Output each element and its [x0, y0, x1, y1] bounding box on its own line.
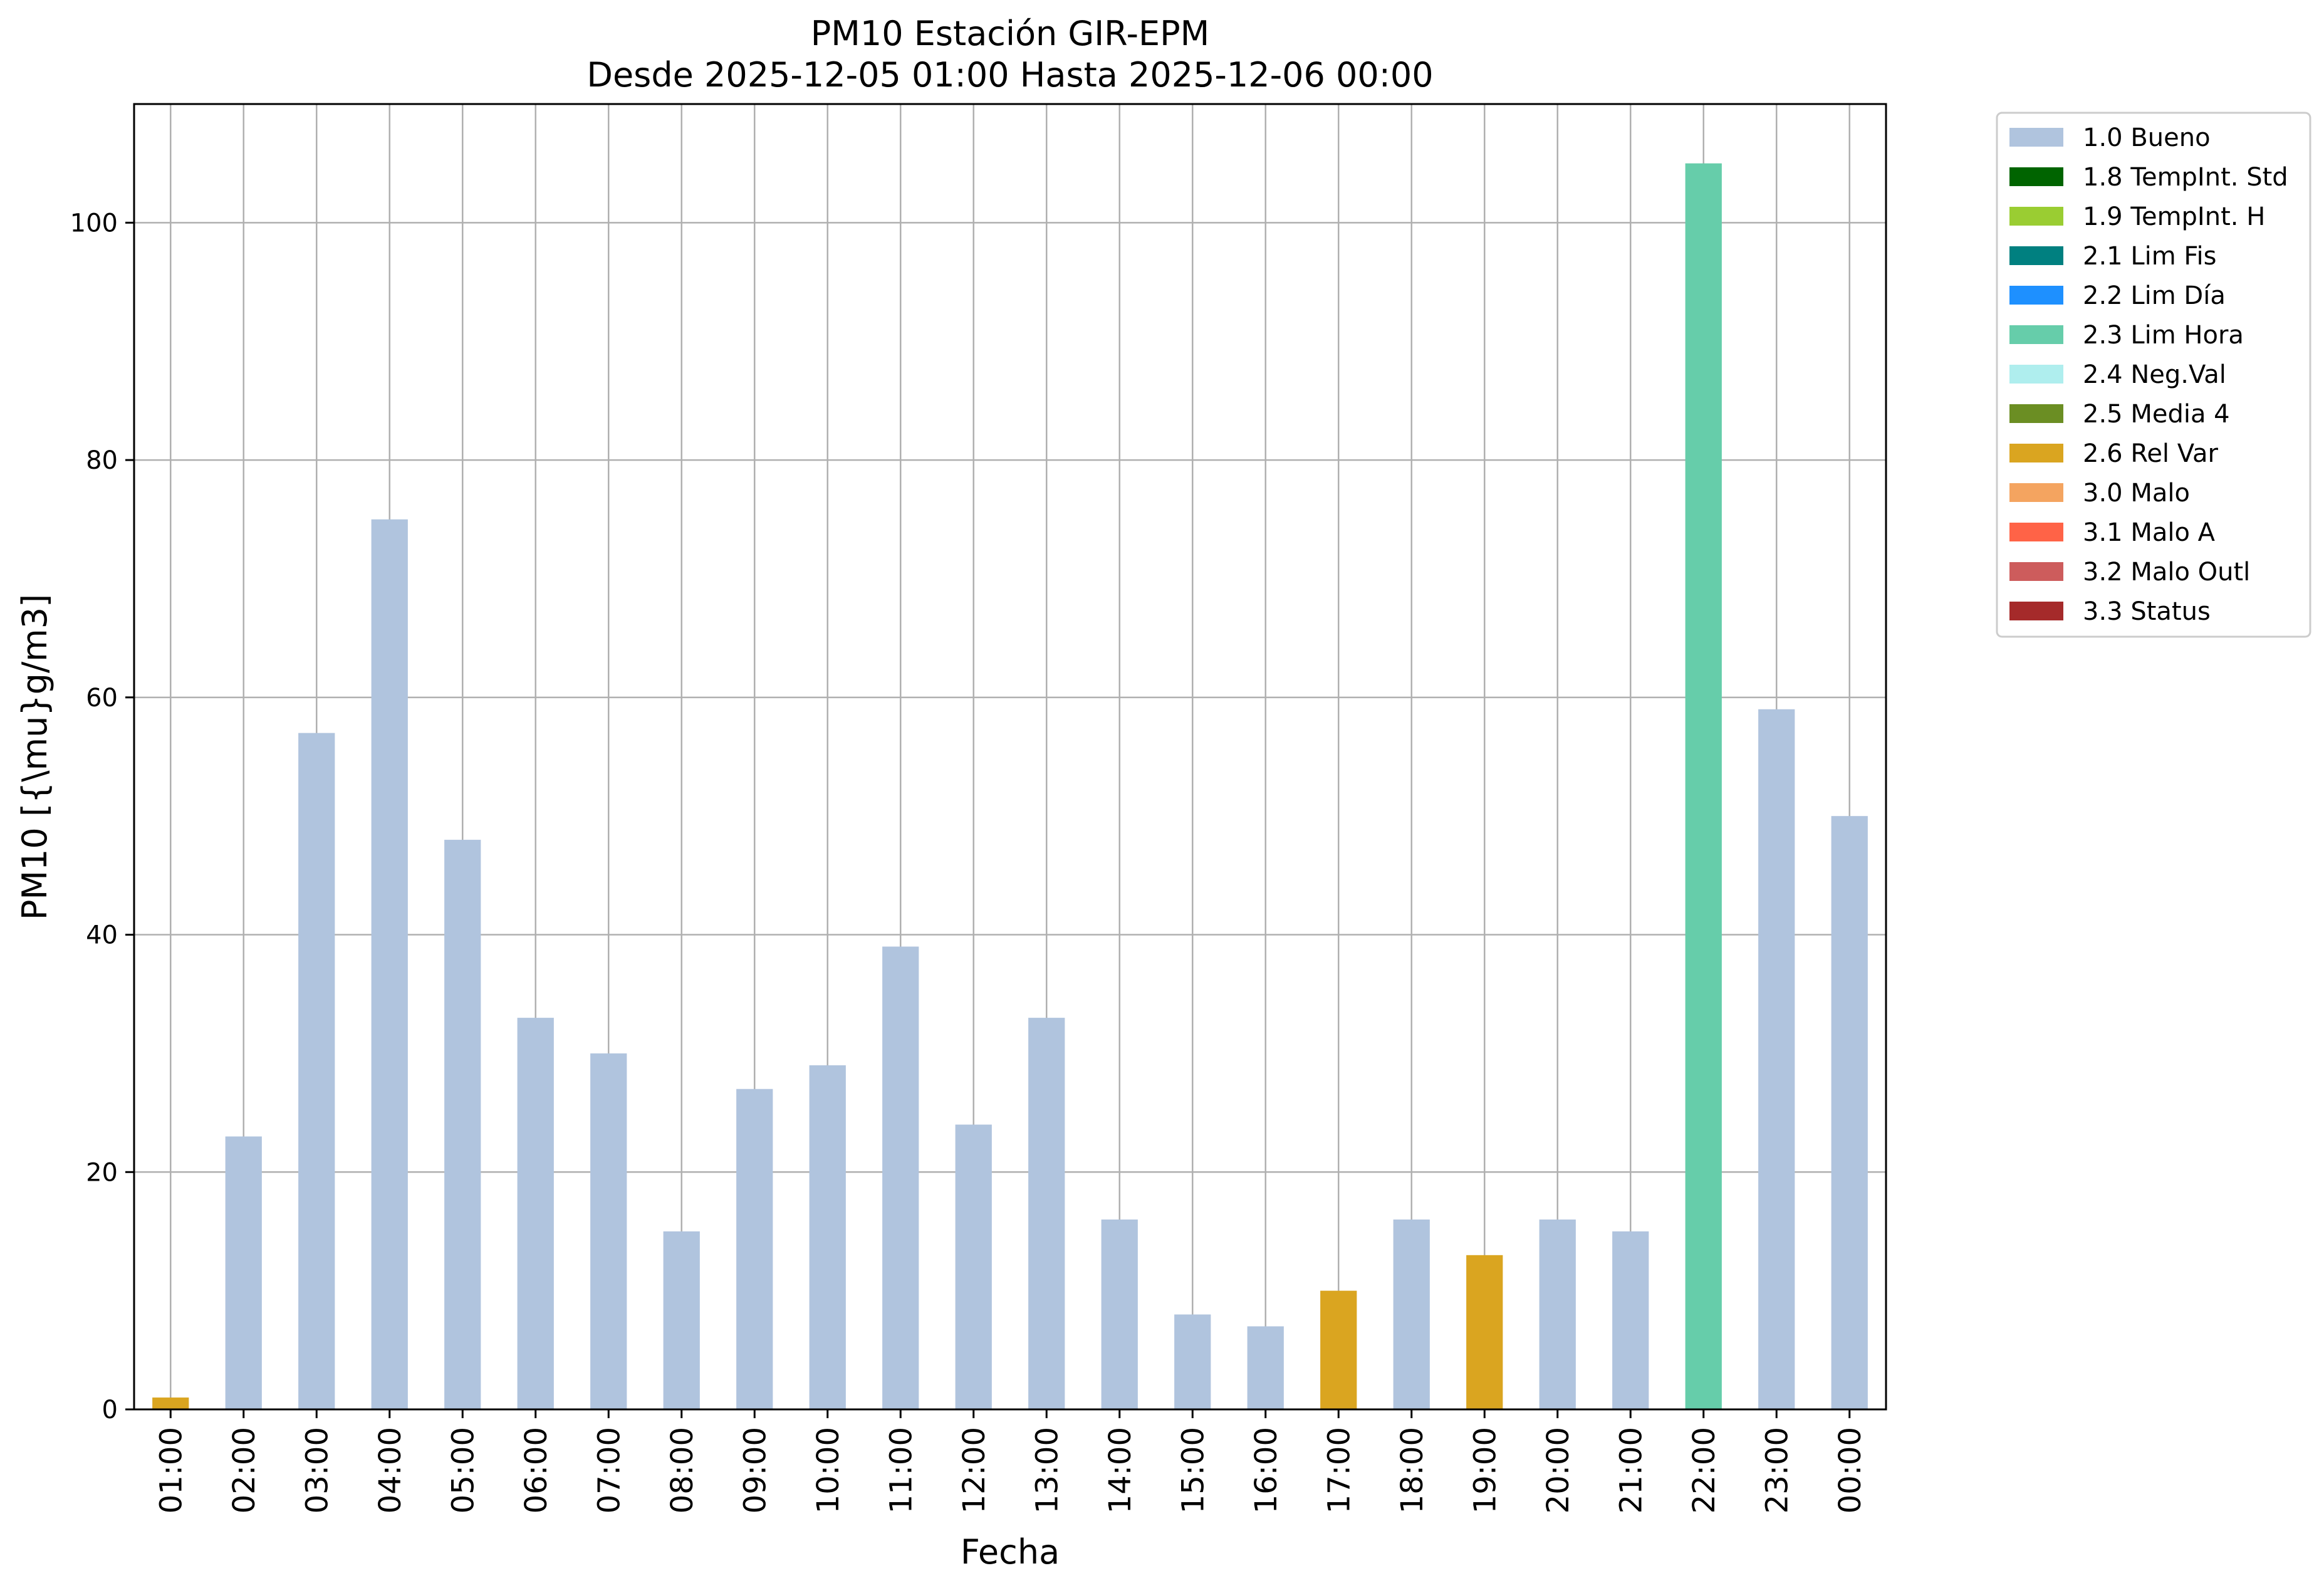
bars: [152, 163, 1868, 1409]
bar-2100: [1612, 1231, 1649, 1409]
legend-entry-label: 1.8 TempInt. Std: [2083, 163, 2288, 192]
bar-0500: [444, 840, 481, 1409]
x-axis: 01:00 02:00 03:00 04:00 05:00 06:00 07:00 08:00…: [154, 1409, 1868, 1513]
legend: 1.0 Bueno 1.8 TempInt. Std 1.9 TempInt. H 2…: [1996, 112, 2311, 638]
legend-swatch: [2009, 207, 2063, 226]
chart-subtitle: Desde 2025-12-05 01:00 Hasta 2025-12-06 …: [586, 55, 1433, 95]
legend-frame: [1996, 112, 2311, 638]
bar-0400: [371, 519, 408, 1409]
bar-1500: [1174, 1314, 1211, 1409]
bar-1800: [1393, 1220, 1430, 1409]
bar-2000: [1539, 1220, 1576, 1409]
bar-0800: [663, 1231, 700, 1409]
y-tick-label: 0: [102, 1396, 118, 1424]
legend-swatch: [2009, 523, 2063, 541]
legend-swatch: [2009, 483, 2063, 502]
x-tick-label: 00:00: [1833, 1427, 1868, 1513]
legend-entry-label: 2.5 Media 4: [2083, 400, 2230, 429]
legend-swatch: [2009, 365, 2063, 384]
legend-entry-label: 3.1 Malo A: [2083, 518, 2216, 547]
x-tick-label: 02:00: [227, 1427, 262, 1513]
x-tick-label: 01:00: [154, 1427, 189, 1513]
bar-1100: [882, 946, 919, 1409]
legend-entry-label: 1.9 TempInt. H: [2083, 202, 2265, 231]
x-tick-label: 09:00: [737, 1427, 773, 1513]
x-tick-label: 22:00: [1687, 1427, 1722, 1513]
legend-swatch: [2009, 286, 2063, 305]
bar-0900: [736, 1089, 773, 1409]
y-tick-label: 60: [86, 684, 118, 713]
bar-0200: [225, 1136, 262, 1409]
bar-1400: [1101, 1220, 1138, 1409]
bar-0600: [517, 1018, 554, 1409]
x-tick-label: 20:00: [1541, 1427, 1576, 1513]
legend-swatch: [2009, 325, 2063, 344]
bar-0700: [590, 1053, 627, 1409]
x-tick-label: 16:00: [1249, 1427, 1284, 1513]
legend-swatch: [2009, 167, 2063, 186]
bar-0000: [1831, 816, 1868, 1409]
y-axis-label: PM10 [{\mu}g/m3]: [15, 594, 55, 920]
legend-entry-label: 3.0 Malo: [2083, 479, 2190, 508]
legend-entry-label: 2.2 Lim Día: [2083, 281, 2226, 310]
bar-1700: [1320, 1290, 1357, 1409]
x-tick-label: 23:00: [1759, 1427, 1795, 1513]
x-tick-label: 07:00: [591, 1427, 627, 1513]
x-axis-label: Fecha: [961, 1532, 1060, 1572]
legend-swatch: [2009, 444, 2063, 462]
x-tick-label: 18:00: [1395, 1427, 1430, 1513]
legend-entry-label: 3.2 Malo Outl: [2083, 558, 2250, 587]
x-tick-label: 14:00: [1103, 1427, 1138, 1513]
bar-0300: [298, 733, 335, 1409]
legend-swatch: [2009, 404, 2063, 423]
bar-2300: [1758, 709, 1795, 1409]
legend-swatch: [2009, 562, 2063, 581]
x-tick-label: 03:00: [300, 1427, 335, 1513]
y-axis: 0 20 40 60 80 100: [70, 209, 134, 1424]
x-tick-label: 05:00: [446, 1427, 481, 1513]
x-tick-label: 15:00: [1175, 1427, 1211, 1513]
legend-swatch: [2009, 246, 2063, 265]
legend-entry-label: 2.4 Neg.Val: [2083, 360, 2226, 389]
bar-1300: [1028, 1018, 1065, 1409]
x-tick-label: 06:00: [519, 1427, 554, 1513]
y-tick-label: 20: [86, 1158, 118, 1187]
bar-1600: [1247, 1326, 1284, 1409]
x-tick-label: 04:00: [373, 1427, 408, 1513]
x-tick-label: 13:00: [1029, 1427, 1065, 1513]
x-tick-label: 11:00: [883, 1427, 919, 1513]
legend-entry-label: 2.6 Rel Var: [2083, 439, 2219, 468]
plot-frame: [133, 103, 1887, 1411]
x-tick-label: 10:00: [811, 1427, 846, 1513]
bar-1200: [955, 1124, 992, 1409]
legend-entry-label: 2.3 Lim Hora: [2083, 321, 2244, 350]
legend-swatch: [2009, 128, 2063, 147]
legend-entry-label: 3.3 Status: [2083, 597, 2211, 626]
legend-swatch: [2009, 602, 2063, 620]
legend-entry-label: 1.0 Bueno: [2083, 123, 2211, 152]
chart-title: PM10 Estación GIR-EPM: [811, 14, 1210, 53]
bar-1900: [1466, 1255, 1503, 1409]
x-tick-label: 21:00: [1613, 1427, 1649, 1513]
x-tick-label: 12:00: [957, 1427, 992, 1513]
x-tick-label: 17:00: [1321, 1427, 1357, 1513]
bar-1000: [809, 1065, 846, 1409]
y-tick-label: 40: [86, 921, 118, 950]
y-tick-label: 100: [70, 209, 118, 238]
bar-2200: [1685, 163, 1722, 1409]
legend-entry-label: 2.1 Lim Fis: [2083, 242, 2216, 271]
x-tick-label: 19:00: [1467, 1427, 1503, 1513]
x-tick-label: 08:00: [665, 1427, 700, 1513]
bar-0100: [152, 1397, 189, 1409]
y-tick-label: 80: [86, 446, 118, 475]
